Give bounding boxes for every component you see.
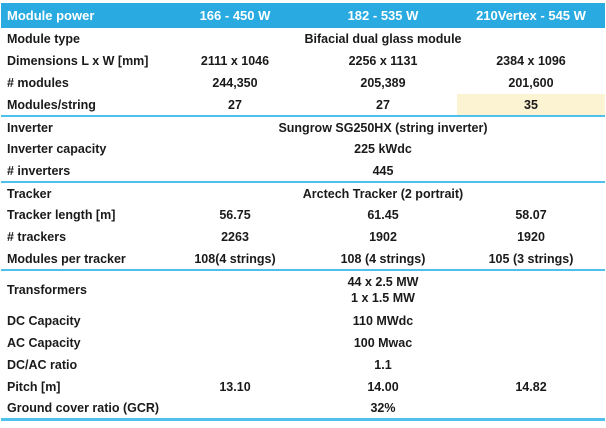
row-label: Modules per tracker xyxy=(1,248,161,271)
table-row: Transformers 44 x 2.5 MW 1 x 1.5 MW xyxy=(1,270,605,310)
header-col-210vertex-545w: 210Vertex - 545 W xyxy=(457,3,605,28)
row-value: 205,389 xyxy=(360,76,406,90)
row-value-span: Bifacial dual glass module xyxy=(304,32,462,46)
table-row: Pitch [m] 13.10 14.00 14.82 xyxy=(1,376,605,398)
row-value-span: 225 kWdc xyxy=(354,142,412,156)
row-value: 58.07 xyxy=(515,208,547,222)
table-row: Ground cover ratio (GCR) 32% xyxy=(1,398,605,420)
row-value: 201,600 xyxy=(508,76,554,90)
table-row: Modules per tracker 108(4 strings) 108 (4 … xyxy=(1,248,605,271)
row-value-span: 100 Mwac xyxy=(353,335,413,350)
header-col-182-535w: 182 - 535 W xyxy=(309,3,457,28)
row-value: 1920 xyxy=(517,230,545,244)
table-row: DC Capacity 110 MWdc xyxy=(1,310,605,332)
row-value: 2111 x 1046 xyxy=(200,54,270,68)
row-value: 2263 xyxy=(221,230,249,244)
row-value: 108(4 strings) xyxy=(161,248,309,271)
row-value: 61.45 xyxy=(367,208,399,222)
row-value: 14.00 xyxy=(367,379,399,394)
row-value: 27 xyxy=(161,94,309,117)
row-value: 105 (3 strings) xyxy=(457,248,605,271)
row-label: # trackers xyxy=(7,230,67,244)
header-row: Module power 166 - 450 W 182 - 535 W 210… xyxy=(1,3,605,28)
row-value-span: 110 MWdc xyxy=(352,313,414,328)
table-row: Inverter Sungrow SG250HX (string inverter… xyxy=(1,116,605,138)
table-row: Tracker Arctech Tracker (2 portrait) xyxy=(1,182,605,204)
row-label: Transformers xyxy=(7,283,87,298)
row-value-span: 1.1 xyxy=(374,357,392,372)
row-value-span: Sungrow SG250HX (string inverter) xyxy=(278,120,488,135)
table-row: Inverter capacity 225 kWdc xyxy=(1,138,605,160)
row-label: DC Capacity xyxy=(7,313,81,328)
table-row: Dimensions L x W [mm] 2111 x 1046 2256 x 1… xyxy=(1,50,605,72)
row-label: DC/AC ratio xyxy=(7,357,78,372)
row-value: 56.75 xyxy=(219,208,251,222)
table-row: DC/AC ratio 1.1 xyxy=(1,354,605,376)
row-label: Modules/string xyxy=(1,94,161,117)
header-module-power: Module power xyxy=(1,3,161,28)
table-row: # inverters 445 xyxy=(1,160,605,183)
row-value-span: Arctech Tracker (2 portrait) xyxy=(302,186,464,201)
row-label: # modules xyxy=(7,76,69,90)
row-value: 13.10 xyxy=(219,379,251,394)
table-row: # trackers 2263 1902 1920 xyxy=(1,226,605,248)
row-label: Tracker length [m] xyxy=(7,208,116,222)
row-value: 14.82 xyxy=(515,379,547,394)
row-label: Dimensions L x W [mm] xyxy=(7,54,149,68)
table-row: Tracker length [m] 56.75 61.45 58.07 xyxy=(1,204,605,226)
table-body: Module type Bifacial dual glass module Dim… xyxy=(1,28,605,420)
row-value: 2384 x 1096 xyxy=(496,54,566,68)
row-label: # inverters xyxy=(1,160,161,183)
row-value: 2256 x 1131 xyxy=(348,54,418,68)
table-row: Modules/string 27 27 35 xyxy=(1,94,605,117)
row-label: Tracker xyxy=(7,186,52,201)
row-value-span: 445 xyxy=(161,160,605,183)
row-value: 108 (4 strings) xyxy=(309,248,457,271)
row-label: Pitch [m] xyxy=(7,379,61,394)
module-spec-table: Module power 166 - 450 W 182 - 535 W 210… xyxy=(1,3,605,421)
row-value: 1902 xyxy=(369,230,397,244)
row-value: 244,350 xyxy=(212,76,258,90)
row-label: Ground cover ratio (GCR) xyxy=(7,400,160,415)
row-value-span: 44 x 2.5 MW 1 x 1.5 MW xyxy=(347,275,419,306)
table-row: # modules 244,350 205,389 201,600 xyxy=(1,72,605,94)
row-label: AC Capacity xyxy=(7,335,81,350)
row-value-highlighted: 35 xyxy=(457,94,605,117)
header-col-166-450w: 166 - 450 W xyxy=(161,3,309,28)
row-label: Inverter capacity xyxy=(7,142,107,156)
table-row: AC Capacity 100 Mwac xyxy=(1,332,605,354)
row-value-span: 32% xyxy=(370,400,396,415)
table-row: Module type Bifacial dual glass module xyxy=(1,28,605,50)
row-label: Module type xyxy=(7,32,80,46)
row-label: Inverter xyxy=(7,120,53,135)
row-value: 27 xyxy=(309,94,457,117)
